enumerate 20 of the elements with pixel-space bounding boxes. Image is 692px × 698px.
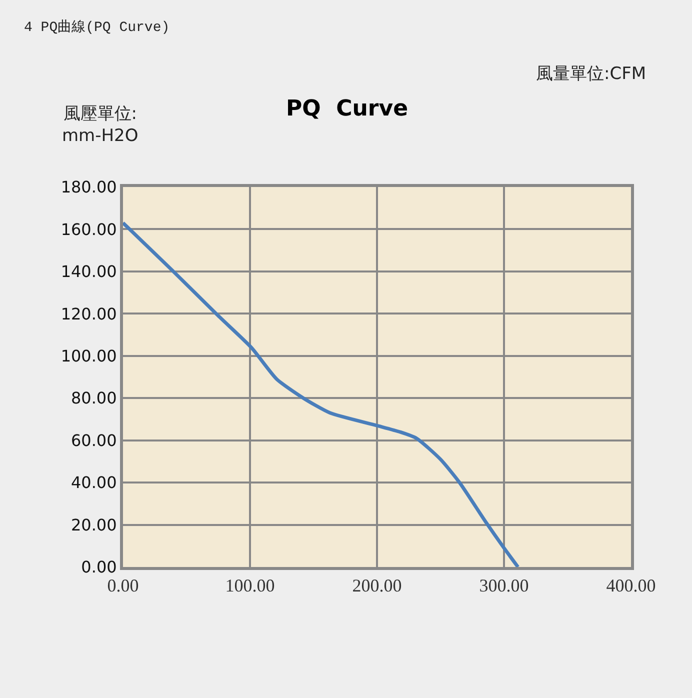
x-tick-label: 400.00 <box>606 576 656 596</box>
y-tick-label: 160.00 <box>60 220 117 239</box>
y-tick-label: 140.00 <box>60 262 117 282</box>
text: 4 PQ曲線(PQ Curve) <box>24 19 170 36</box>
y-tick-label: 40.00 <box>70 473 117 492</box>
x-tick-label: 100.00 <box>225 576 275 596</box>
y-tick-label: 20.00 <box>70 515 117 534</box>
x-tick-label: 200.00 <box>352 576 402 596</box>
x-tick-label: 0.00 <box>107 576 139 596</box>
text: 風量單位:CFM <box>536 64 646 84</box>
x-tick-label: 300.00 <box>479 576 529 596</box>
y-tick-label: 180.00 <box>60 178 117 197</box>
line-series <box>123 221 520 567</box>
y-tick-label: 100.00 <box>60 346 117 366</box>
y-tick-label: 120.00 <box>60 304 117 324</box>
chart-title: PQ Curve <box>286 96 408 122</box>
text: 風壓單位: mm-H2O <box>62 104 138 146</box>
y-tick-label: 0.00 <box>81 558 117 577</box>
y-tick-label: 80.00 <box>70 388 117 408</box>
y-tick-label: 60.00 <box>70 430 117 450</box>
